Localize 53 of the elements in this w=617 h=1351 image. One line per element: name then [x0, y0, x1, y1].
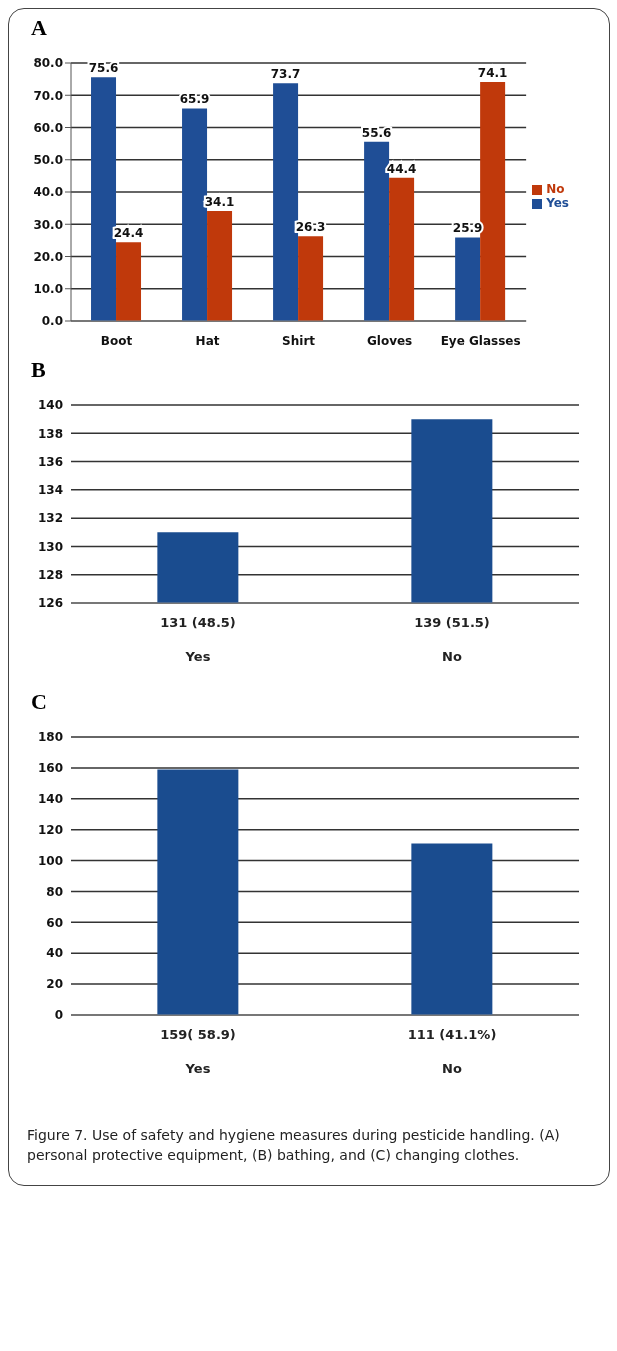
y-tick-label: 10.0 — [33, 282, 63, 297]
y-tick-label: 30.0 — [33, 217, 63, 232]
y-tick-label: 132 — [37, 511, 63, 526]
y-tick-label: 80 — [46, 884, 63, 899]
y-tick-label: 20 — [46, 977, 63, 992]
y-tick-label: 134 — [37, 483, 63, 498]
chart-title: A — [30, 14, 48, 41]
y-tick-label: 140 — [37, 792, 63, 807]
y-tick-label: 100 — [37, 853, 63, 868]
y-tick-label: 50.0 — [33, 153, 63, 168]
caption: Figure 7. Use of safety and hygiene measures during pesticide handling. (A) personal protective equipment, (B) bathing, and (C) changing clothes. — [26, 1126, 561, 1165]
y-tick-label: 120 — [37, 822, 63, 837]
y-tick-label: 40.0 — [33, 185, 63, 200]
y-tick-label: 140 — [37, 398, 63, 413]
data-label: 73.7 — [270, 67, 301, 82]
y-tick-label: 40 — [46, 946, 63, 961]
x-tick-label: Hat — [195, 334, 220, 348]
data-label: 139 (51.5) — [414, 615, 490, 630]
y-tick-label: 138 — [37, 426, 63, 441]
data-label: 111 (41.1%) — [407, 1027, 497, 1042]
x-tick-label: Shirt — [282, 334, 316, 348]
chart-title: B — [30, 356, 47, 383]
legend-label: No — [546, 182, 565, 196]
bar — [455, 237, 481, 321]
bar — [480, 82, 506, 321]
bar — [389, 177, 415, 321]
y-tick-label: 136 — [37, 454, 63, 469]
chart-title: C — [30, 688, 48, 715]
x-tick-label: Gloves — [366, 334, 413, 348]
y-tick-label: 60.0 — [33, 120, 63, 135]
data-label: 65.9 — [179, 92, 210, 107]
y-tick-label: 180 — [37, 730, 63, 745]
bar — [298, 236, 324, 321]
legend-label: Yes — [546, 196, 569, 210]
y-tick-label: 126 — [37, 596, 63, 611]
data-label: 74.1 — [477, 66, 508, 81]
y-tick-label: 130 — [37, 539, 63, 554]
y-tick-label: 60 — [46, 915, 63, 930]
bar — [116, 242, 142, 321]
data-label: 159( 58.9) — [160, 1027, 236, 1042]
data-label: 55.6 — [361, 125, 392, 140]
x-tick-label: Boot — [100, 334, 133, 348]
y-tick-label: 0.0 — [41, 314, 63, 329]
y-tick-label: 80.0 — [33, 56, 63, 71]
y-tick-label: 0 — [54, 1008, 63, 1023]
bar — [207, 211, 233, 321]
y-tick-label: 70.0 — [33, 88, 63, 103]
y-tick-label: 128 — [37, 567, 63, 582]
y-tick-label: 20.0 — [33, 249, 63, 264]
data-label: 75.6 — [88, 61, 119, 76]
x-tick-label: Eye Glasses — [440, 334, 521, 348]
data-label: 131 (48.5) — [160, 615, 236, 630]
y-tick-label: 160 — [37, 761, 63, 776]
